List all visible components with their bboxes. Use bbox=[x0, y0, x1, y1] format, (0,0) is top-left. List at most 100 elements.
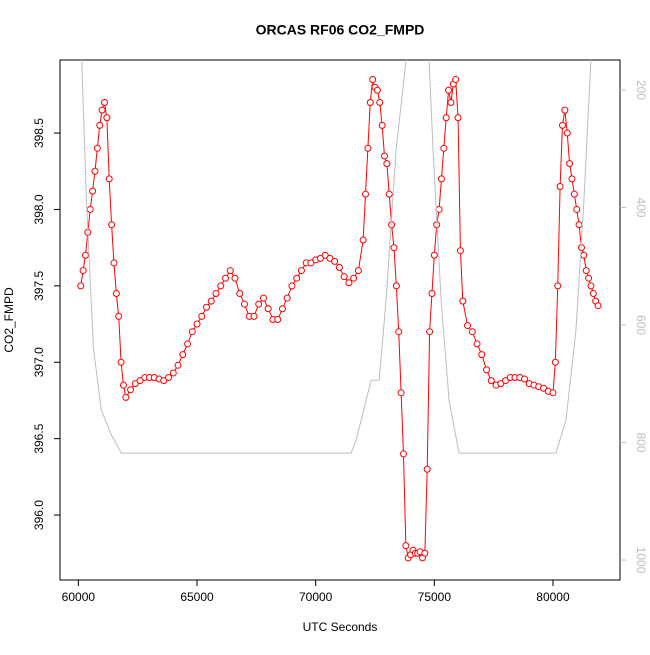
data-point bbox=[354, 267, 362, 275]
data-point bbox=[390, 244, 398, 252]
data-point bbox=[119, 381, 127, 389]
y2-tick-label: 800 bbox=[634, 432, 648, 452]
data-point bbox=[264, 305, 272, 313]
data-point bbox=[369, 76, 377, 84]
data-point bbox=[169, 369, 177, 377]
data-point bbox=[79, 267, 87, 275]
data-point bbox=[293, 274, 301, 282]
chart-title: ORCAS RF06 CO2_FMPD bbox=[256, 22, 425, 38]
data-point bbox=[487, 377, 495, 385]
data-point bbox=[179, 351, 187, 359]
data-point bbox=[385, 190, 393, 198]
data-point bbox=[240, 300, 248, 308]
data-point bbox=[212, 289, 220, 297]
data-point bbox=[456, 247, 464, 255]
data-point bbox=[335, 264, 343, 272]
data-point bbox=[255, 300, 263, 308]
data-point bbox=[539, 384, 547, 392]
data-point bbox=[459, 297, 467, 305]
y2-tick-label: 600 bbox=[634, 315, 648, 335]
data-point bbox=[217, 282, 225, 290]
data-point bbox=[127, 386, 135, 394]
data-point bbox=[283, 294, 291, 302]
data-point bbox=[521, 375, 529, 383]
data-point bbox=[307, 259, 315, 267]
data-point bbox=[198, 312, 206, 320]
data-point bbox=[430, 251, 438, 259]
data-point bbox=[136, 377, 144, 385]
y-tick-label: 396.0 bbox=[32, 500, 46, 530]
data-point bbox=[478, 351, 486, 359]
data-point bbox=[392, 282, 400, 290]
data-point bbox=[98, 106, 106, 114]
data-point bbox=[423, 465, 431, 473]
data-point bbox=[551, 358, 559, 366]
data-point bbox=[395, 328, 403, 336]
data-point bbox=[81, 251, 89, 259]
data-point bbox=[203, 303, 211, 311]
data-point bbox=[399, 450, 407, 458]
data-point bbox=[402, 542, 410, 550]
y2-tick-label: 400 bbox=[634, 197, 648, 217]
data-point bbox=[585, 274, 593, 282]
data-point bbox=[421, 549, 429, 557]
data-point bbox=[259, 294, 267, 302]
data-point bbox=[554, 282, 562, 290]
data-point bbox=[376, 98, 384, 106]
data-point bbox=[435, 205, 443, 213]
data-point bbox=[110, 259, 118, 267]
x-tick-label: 65000 bbox=[180, 590, 214, 604]
data-point bbox=[91, 167, 99, 175]
y-tick-label: 397.0 bbox=[32, 347, 46, 377]
data-point bbox=[77, 282, 85, 290]
data-point bbox=[440, 144, 448, 152]
data-point bbox=[464, 322, 472, 330]
data-point bbox=[447, 98, 455, 106]
data-point bbox=[250, 312, 258, 320]
data-point bbox=[160, 377, 168, 385]
x-tick-label: 60000 bbox=[62, 590, 96, 604]
data-point bbox=[580, 251, 588, 259]
plot-frame bbox=[59, 59, 621, 581]
data-point bbox=[502, 377, 510, 385]
data-point bbox=[122, 393, 130, 401]
x-tick-label: 80000 bbox=[536, 590, 570, 604]
data-point bbox=[364, 144, 372, 152]
data-point bbox=[226, 267, 234, 275]
y-tick-label: 397.5 bbox=[32, 271, 46, 301]
data-point bbox=[359, 236, 367, 244]
data-point bbox=[558, 121, 566, 129]
data-point bbox=[473, 340, 481, 348]
data-point bbox=[117, 358, 125, 366]
data-point bbox=[454, 114, 462, 122]
data-point bbox=[397, 389, 405, 397]
data-point bbox=[428, 289, 436, 297]
data-point bbox=[221, 274, 229, 282]
data-point bbox=[86, 205, 94, 213]
data-point bbox=[105, 175, 113, 183]
data-point bbox=[207, 297, 215, 305]
data-point bbox=[350, 274, 358, 282]
y-tick-label: 398.0 bbox=[32, 194, 46, 224]
series-line bbox=[80, 77, 599, 560]
data-point bbox=[112, 289, 120, 297]
data-point bbox=[326, 254, 334, 262]
data-point bbox=[297, 267, 305, 275]
data-point bbox=[589, 289, 597, 297]
x-tick-label: 70000 bbox=[299, 590, 333, 604]
data-point bbox=[437, 175, 445, 183]
y-tick-label: 396.5 bbox=[32, 423, 46, 453]
y-tick-label: 398.5 bbox=[32, 118, 46, 148]
data-point bbox=[100, 98, 108, 106]
data-point bbox=[468, 328, 476, 336]
y-axis-label: CO2_FMPD bbox=[2, 287, 16, 353]
x-axis-label: UTC Seconds bbox=[303, 620, 378, 634]
data-point bbox=[184, 340, 192, 348]
data-point bbox=[566, 160, 574, 168]
data-point bbox=[345, 279, 353, 287]
data-point bbox=[340, 273, 348, 281]
y2-tick-label: 1000 bbox=[634, 547, 648, 574]
data-point bbox=[452, 76, 460, 84]
data-point bbox=[321, 251, 329, 259]
